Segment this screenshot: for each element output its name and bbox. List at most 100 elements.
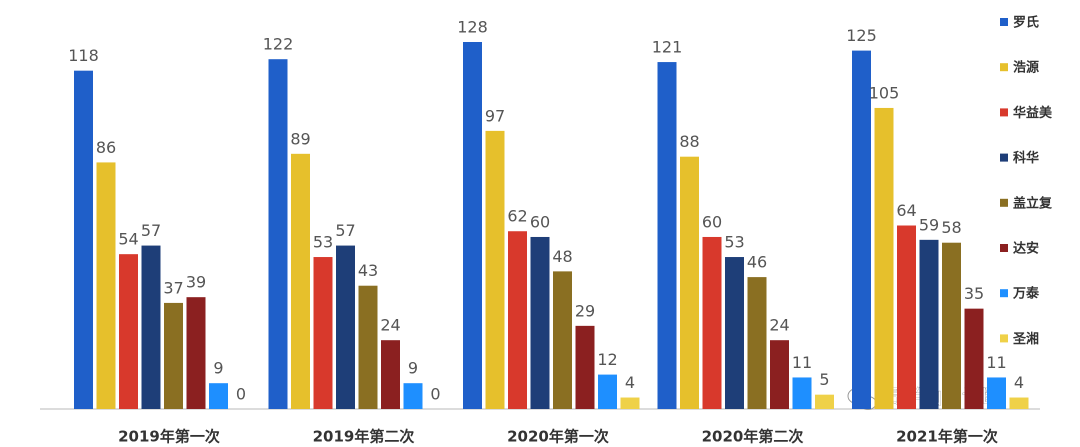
bar	[897, 225, 916, 409]
data-label: 11	[986, 353, 1006, 372]
data-label: 9	[408, 359, 418, 378]
bar	[575, 325, 595, 409]
bar	[164, 302, 183, 409]
data-label: 46	[747, 253, 767, 272]
data-label: 64	[896, 201, 916, 220]
x-tick-label: 2020年第一次	[507, 428, 609, 446]
bar	[291, 153, 310, 409]
x-tick-label: 2021年第一次	[896, 428, 998, 446]
data-label: 128	[457, 18, 488, 37]
bar	[336, 245, 355, 409]
data-label: 43	[358, 261, 378, 280]
data-label: 24	[769, 316, 789, 335]
bar	[141, 245, 161, 409]
data-label: 59	[919, 215, 939, 234]
bar	[987, 377, 1006, 409]
x-tick-label: 2020年第二次	[702, 428, 804, 446]
legend-swatch	[1000, 289, 1008, 298]
bar	[403, 383, 423, 409]
data-label: 48	[552, 247, 572, 266]
legend-label: 达安	[1013, 241, 1039, 257]
bar	[1009, 397, 1029, 409]
data-label: 86	[96, 138, 116, 157]
bar	[815, 394, 834, 409]
data-label: 0	[236, 385, 246, 404]
data-label: 122	[263, 35, 294, 54]
data-label: 9	[213, 359, 223, 378]
legend-label: 圣湘	[1013, 331, 1039, 347]
data-label: 121	[652, 38, 683, 57]
bar	[792, 377, 812, 409]
data-label: 57	[141, 221, 161, 240]
bar	[485, 130, 505, 409]
bar	[119, 254, 138, 409]
x-tick-label: 2019年第一次	[118, 428, 220, 446]
data-label: 105	[869, 83, 900, 102]
data-label: 60	[530, 212, 550, 231]
data-label: 54	[118, 230, 138, 249]
bar	[358, 285, 378, 409]
legend-swatch	[1000, 244, 1008, 252]
legend-label: 华益美	[1013, 105, 1053, 121]
bar	[598, 374, 617, 409]
bar	[770, 340, 789, 409]
data-label: 125	[846, 26, 877, 45]
data-label: 39	[186, 273, 206, 292]
data-label: 53	[313, 233, 333, 252]
data-label: 60	[702, 212, 722, 231]
bar	[852, 50, 871, 409]
legend-label: 盖立复	[1013, 195, 1053, 211]
bar	[725, 257, 744, 409]
legend-label: 万泰	[1012, 286, 1040, 302]
data-label: 4	[625, 373, 635, 392]
bar	[919, 239, 939, 409]
data-label: 53	[724, 233, 744, 252]
legend-label: 浩源	[1013, 60, 1039, 76]
data-label: 97	[485, 106, 505, 125]
legend-swatch	[1000, 63, 1008, 72]
data-label: 24	[380, 316, 400, 335]
legend-swatch	[1000, 198, 1008, 207]
bar	[874, 107, 894, 409]
bar	[553, 271, 572, 409]
bar	[680, 156, 699, 409]
data-label: 12	[597, 350, 617, 369]
legend-swatch	[1000, 153, 1008, 162]
bar	[313, 257, 333, 409]
bar	[268, 59, 288, 409]
data-label: 89	[290, 129, 310, 148]
legend-swatch	[1000, 334, 1008, 343]
legend-swatch	[1000, 108, 1008, 117]
bar	[463, 42, 482, 409]
data-label: 88	[679, 132, 699, 151]
data-label: 118	[68, 46, 99, 65]
data-label: 58	[941, 218, 961, 237]
data-label: 0	[430, 385, 440, 404]
data-label: 35	[964, 284, 984, 303]
legend-swatch	[1000, 18, 1008, 26]
bar	[747, 277, 767, 409]
data-label: 29	[575, 301, 595, 320]
bar	[74, 70, 93, 409]
bar	[209, 383, 228, 409]
bar	[702, 236, 722, 409]
bar	[508, 231, 527, 409]
data-label: 37	[163, 278, 183, 297]
bar	[657, 62, 677, 409]
x-tick-label: 2019年第二次	[313, 428, 415, 446]
data-label: 62	[507, 207, 527, 226]
data-label: 57	[335, 221, 355, 240]
bar	[620, 397, 640, 409]
bar	[381, 340, 400, 409]
bar	[964, 308, 984, 409]
bar	[530, 236, 550, 409]
bar	[96, 162, 116, 409]
bar	[942, 242, 961, 409]
data-label: 11	[792, 353, 812, 372]
bar	[186, 297, 206, 409]
legend-label: 罗氏	[1013, 16, 1039, 31]
data-label: 5	[819, 370, 829, 389]
legend-label: 科华	[1013, 150, 1039, 166]
data-label: 4	[1014, 373, 1024, 392]
